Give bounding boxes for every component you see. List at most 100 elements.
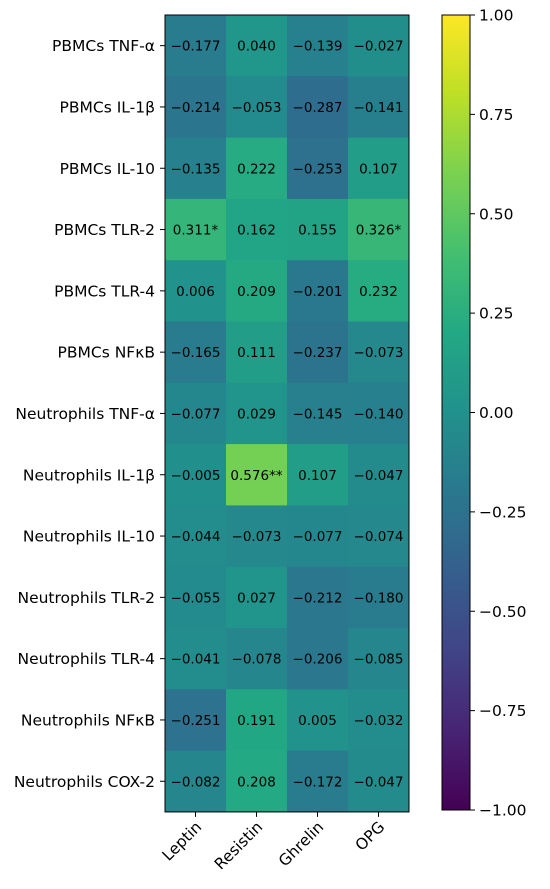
heatmap-cell [165, 689, 227, 752]
heatmap-cell [165, 382, 227, 445]
heatmap-cell [226, 76, 288, 139]
cell-value-label: −0.032 [354, 713, 404, 729]
cell-value-label: 0.155 [298, 223, 337, 239]
column-label: Leptin [159, 818, 206, 865]
colorbar-tick-label: −1.00 [479, 802, 527, 820]
heatmap-cell [165, 566, 227, 629]
heatmap-cell [287, 750, 349, 813]
cell-value-label: −0.251 [171, 713, 221, 729]
cell-value-label: −0.140 [354, 406, 404, 422]
colorbar-tick-label: −0.50 [479, 603, 527, 621]
heatmap-cell [348, 198, 410, 261]
cell-value-label: −0.077 [293, 529, 343, 545]
row-label: Neutrophils NFκB [21, 711, 155, 729]
cell-value-label: 0.040 [237, 39, 276, 55]
cell-value-label: −0.073 [354, 345, 404, 361]
heatmap-cell [348, 382, 410, 445]
heatmap-cell [287, 321, 349, 384]
cell-value-label: −0.074 [354, 529, 404, 545]
cell-value-label: −0.141 [354, 100, 404, 116]
heatmap-cell [165, 505, 227, 568]
heatmap-cell [226, 137, 288, 200]
colorbar-gradient [441, 14, 471, 811]
column-label: Resistin [211, 818, 266, 873]
cell-value-label: −0.180 [354, 590, 404, 606]
colorbar-tick-label: 0.50 [479, 205, 514, 223]
heatmap-cell [348, 15, 410, 77]
row-labels: PBMCs TNF-α PBMCs IL-1β PBMCs IL-10 PBMCs T… [14, 37, 165, 791]
heatmap-cell [226, 628, 288, 690]
cell-value-label: −0.082 [171, 774, 221, 790]
heatmap-cell [287, 689, 349, 752]
cell-value-label: 0.576** [230, 468, 282, 484]
cell-value-label: −0.027 [354, 39, 404, 55]
cell-value-label: 0.208 [237, 774, 276, 790]
column-label: OPG [352, 818, 388, 854]
row-label: Neutrophils TLR-4 [17, 650, 155, 668]
cell-value-label: 0.222 [237, 161, 276, 177]
cell-value-label: 0.107 [359, 161, 398, 177]
heatmap-cell [287, 76, 349, 139]
cell-value-label: −0.085 [354, 652, 404, 668]
cell-value-label: 0.027 [237, 590, 276, 606]
colorbar-tick-label: 0.00 [479, 404, 514, 422]
heatmap-cell [226, 505, 288, 568]
row-label: PBMCs TLR-4 [54, 282, 155, 300]
heatmap-cell [165, 321, 227, 384]
cell-value-label: −0.212 [293, 590, 343, 606]
row-label: PBMCs IL-1β [60, 98, 155, 116]
cell-value-label: 0.006 [176, 284, 215, 300]
cell-value-label: −0.201 [293, 284, 343, 300]
row-label: Neutrophils TLR-2 [17, 589, 155, 607]
cell-value-label: −0.287 [293, 100, 343, 116]
heatmap-cell [287, 444, 349, 506]
heatmap-cell [348, 321, 410, 384]
row-label: PBMCs TNF-α [52, 37, 155, 55]
cell-value-label: −0.135 [171, 161, 221, 177]
cell-value-label: −0.041 [171, 652, 221, 668]
heatmap-cell [226, 566, 288, 629]
heatmap-cell [165, 628, 227, 690]
heatmap-cell [287, 382, 349, 445]
row-label: PBMCs NFκB [58, 344, 155, 362]
column-labels: Leptin Resistin Ghrelin OPG [159, 811, 388, 873]
heatmap-cell [165, 76, 227, 139]
cell-value-label: −0.165 [171, 345, 221, 361]
cell-value-label: −0.047 [354, 774, 404, 790]
heatmap-cell [226, 15, 288, 77]
heatmap-cell [348, 689, 410, 752]
heatmap-cell [348, 444, 410, 506]
heatmap-cell [287, 505, 349, 568]
cell-value-label: 0.209 [237, 284, 276, 300]
row-label: Neutrophils TNF-α [15, 405, 155, 423]
cell-value-label: −0.145 [293, 406, 343, 422]
heatmap-cell [226, 198, 288, 261]
heatmap-cell [226, 382, 288, 445]
row-label: PBMCs IL-10 [60, 160, 155, 178]
heatmap-cell [287, 260, 349, 322]
cell-value-label: −0.073 [232, 529, 282, 545]
heatmap-cell [348, 76, 410, 139]
heatmap-cell [226, 689, 288, 752]
heatmap-cell [287, 198, 349, 261]
heatmap-cell [165, 444, 227, 506]
row-label: Neutrophils IL-10 [23, 528, 155, 546]
heatmap-cell [348, 750, 410, 813]
colorbar: 1.00 0.75 0.50 0.25 0.00 −0.25 −0.50 −0.75 −1.00 [441, 7, 527, 820]
heatmap-cell [348, 505, 410, 568]
heatmap-cell [348, 628, 410, 690]
cell-value-label: −0.005 [171, 468, 221, 484]
colorbar-tick-label: 0.75 [479, 106, 514, 124]
heatmap-cell [226, 321, 288, 384]
cell-value-label: −0.053 [232, 100, 282, 116]
heatmap-cell [348, 260, 410, 322]
cell-value-label: −0.253 [293, 161, 343, 177]
cell-value-label: −0.237 [293, 345, 343, 361]
heatmap-cell [287, 628, 349, 690]
heatmap-cell [165, 260, 227, 322]
cell-value-label: −0.044 [171, 529, 221, 545]
heatmap-cell [348, 566, 410, 629]
cell-value-label: 0.311* [173, 223, 219, 239]
